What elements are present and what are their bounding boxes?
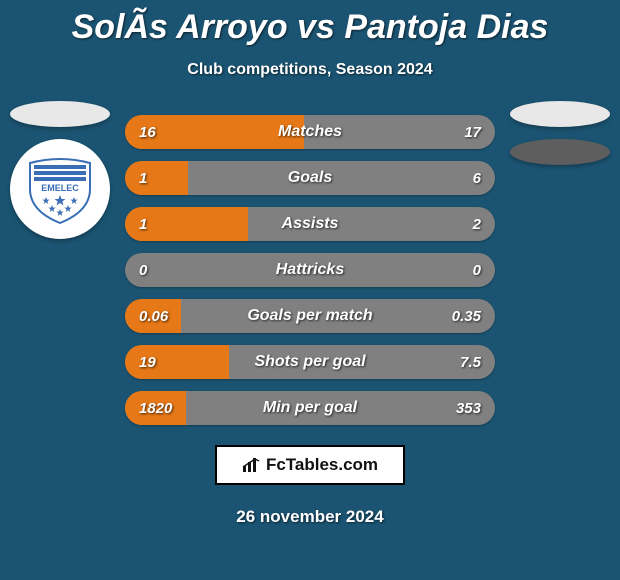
- crest-text: EMELEC: [41, 183, 79, 193]
- left-club-crest: EMELEC: [10, 139, 110, 239]
- attribution-box[interactable]: FcTables.com: [215, 445, 405, 485]
- stat-row: 0.060.35Goals per match: [125, 299, 495, 333]
- comparison-infographic: SolÃ­s Arroyo vs Pantoja Dias Club compe…: [0, 0, 620, 580]
- right-ellipse-badge-1: [510, 101, 610, 127]
- stat-row: 16Goals: [125, 161, 495, 195]
- right-player-badges: [500, 101, 620, 177]
- stat-row: 12Assists: [125, 207, 495, 241]
- emelec-crest-icon: EMELEC: [24, 153, 96, 225]
- stat-label: Assists: [125, 207, 495, 241]
- stat-rows: 1617Matches 16Goals 12Assists 00Hattricks 0.…: [125, 115, 495, 425]
- stat-row: 1820353Min per goal: [125, 391, 495, 425]
- footer-date: 26 november 2024: [0, 507, 620, 527]
- stat-label: Shots per goal: [125, 345, 495, 379]
- stat-label: Hattricks: [125, 253, 495, 287]
- stat-label: Matches: [125, 115, 495, 149]
- right-ellipse-badge-2: [510, 139, 610, 165]
- stat-label: Goals per match: [125, 299, 495, 333]
- left-player-badges: EMELEC: [0, 101, 120, 239]
- page-subtitle: Club competitions, Season 2024: [0, 61, 620, 79]
- stat-label: Min per goal: [125, 391, 495, 425]
- left-ellipse-badge: [10, 101, 110, 127]
- page-title: SolÃ­s Arroyo vs Pantoja Dias: [0, 0, 620, 47]
- stat-row: 1617Matches: [125, 115, 495, 149]
- stat-row: 00Hattricks: [125, 253, 495, 287]
- stat-row: 197.5Shots per goal: [125, 345, 495, 379]
- bar-chart-icon: [242, 456, 260, 474]
- stat-label: Goals: [125, 161, 495, 195]
- attribution-label: FcTables.com: [266, 455, 378, 475]
- stats-area: EMELEC 1617Matches 16Goals 12Assists 00Hatt…: [0, 115, 620, 431]
